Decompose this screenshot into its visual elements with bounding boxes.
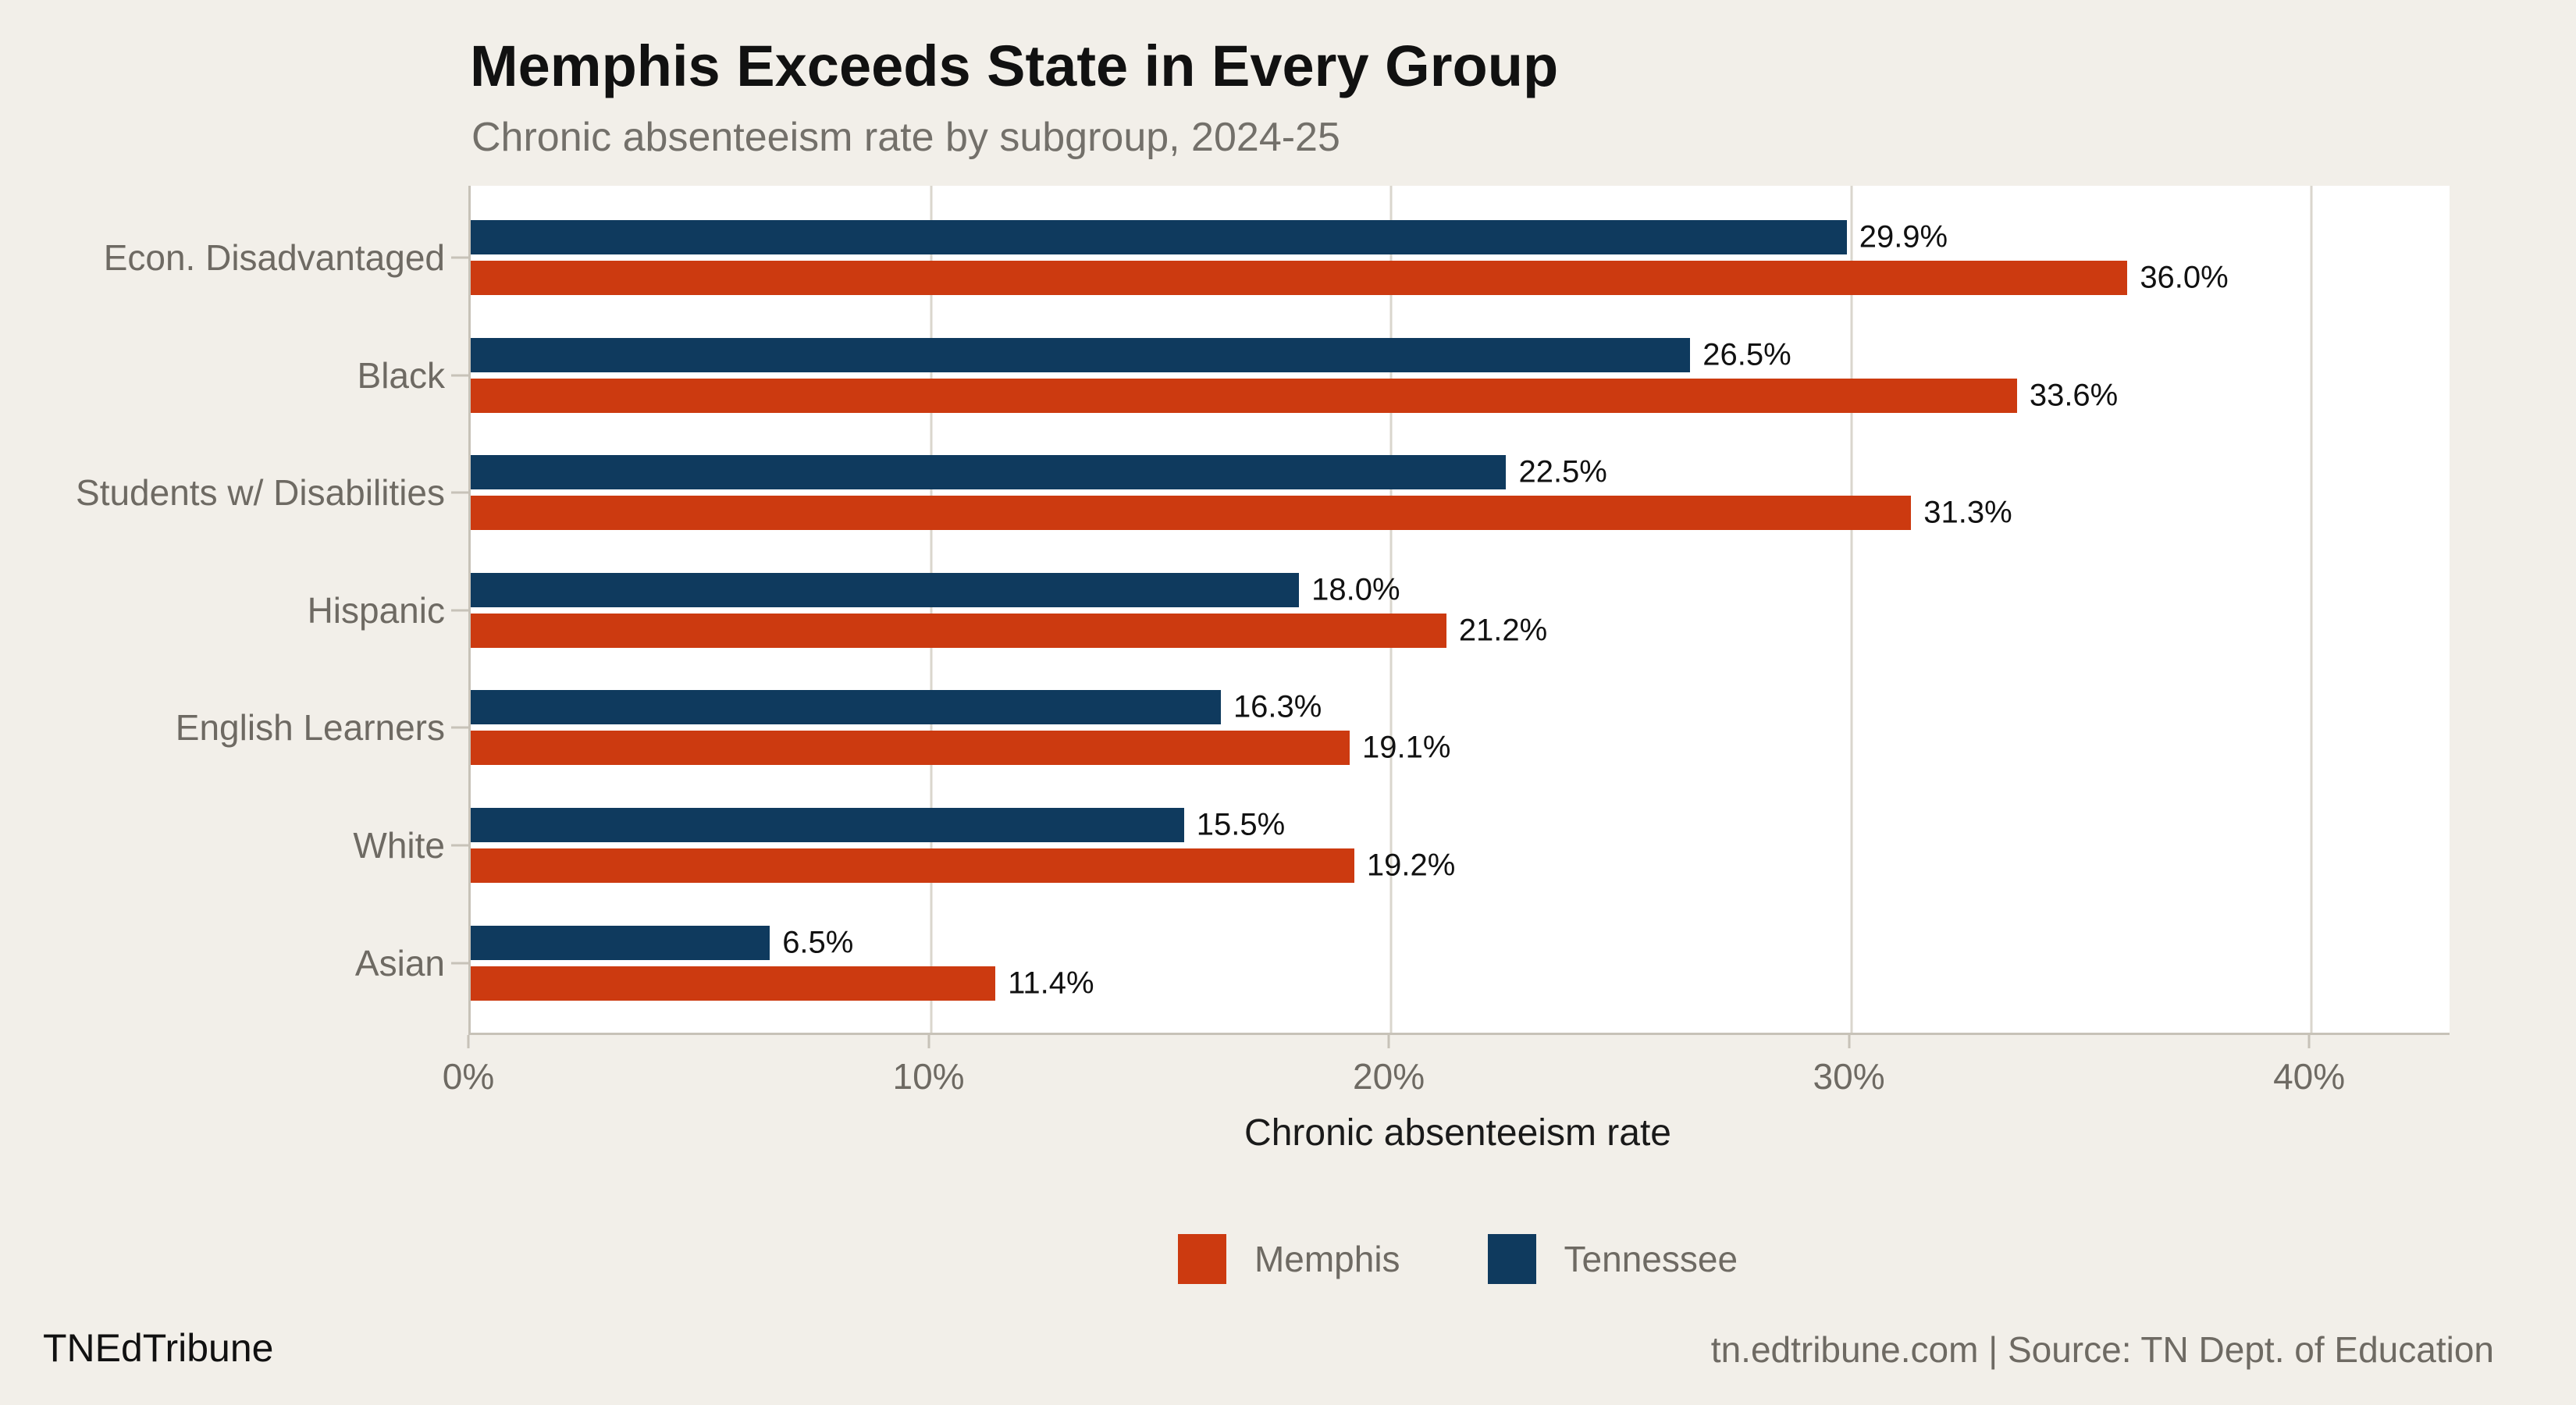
x-axis-tick-label: 30% [1813,1056,1885,1097]
legend-item-memphis: Memphis [1177,1234,1400,1284]
x-axis-tick-label: 0% [442,1056,495,1097]
bar-group: 6.5% 11.4% [471,925,2450,1001]
bar-value-label: 6.5% [782,925,854,960]
memphis-bar-row: 31.3% [471,495,2450,531]
legend-label-tennessee: Tennessee [1564,1239,1738,1279]
memphis-bar-row: 36.0% [471,261,2450,295]
x-axis-tick-label: 20% [1353,1056,1425,1097]
legend-item-tennessee: Tennessee [1487,1234,1738,1284]
memphis-bar-row: 19.1% [471,730,2450,766]
x-axis-tick [1848,1035,1851,1048]
bar-group: 26.5% 33.6% [471,337,2450,413]
x-axis-title: Chronic absenteeism rate [1244,1112,1671,1154]
tennessee-bar [471,337,1691,372]
x-axis-tick [927,1035,930,1048]
tennessee-bar [471,690,1221,725]
bar-value-label: 33.6% [2029,378,2119,413]
bar-value-label: 16.3% [1233,689,1322,724]
bar-value-label: 36.0% [2140,260,2229,295]
category-label: Hispanic [307,589,445,631]
memphis-bar-row: 11.4% [471,966,2450,1001]
bar-value-label: 29.9% [1859,219,1948,254]
bar-value-label: 19.2% [1366,848,1456,883]
tennessee-bar [471,455,1507,490]
y-axis-labels: Econ. Disadvantaged Black Students w/ Disa… [0,186,445,1033]
footer-brand: TNEdTribune [43,1326,274,1370]
tennessee-bar-row: 26.5% [471,337,2450,372]
memphis-bar [471,261,2128,295]
bar-value-label: 26.5% [1703,337,1791,372]
gridline-10 [930,186,933,1033]
category-label: Students w/ Disabilities [76,472,445,514]
bar-group: 15.5% 19.2% [471,808,2450,883]
tennessee-bar-row: 6.5% [471,925,2450,960]
bar-value-label: 15.5% [1196,807,1286,842]
bar-group: 29.9% 36.0% [471,220,2450,295]
page-subtitle: Chronic absenteeism rate by subgroup, 20… [471,115,1340,160]
memphis-bar-row: 33.6% [471,378,2450,413]
tennessee-bar [471,808,1184,842]
category-label: Asian [354,942,445,984]
page-title: Memphis Exceeds State in Every Group [470,34,1559,98]
bar-value-label: 11.4% [1008,966,1094,1001]
memphis-bar-row: 21.2% [471,613,2450,648]
gridline-40 [2310,186,2313,1033]
tennessee-bar-row: 29.9% [471,220,2450,254]
bar-value-label: 21.2% [1458,613,1548,648]
memphis-bar [471,496,1912,531]
category-label: English Learners [175,707,445,749]
tennessee-bar-row: 15.5% [471,808,2450,842]
category-tick [451,726,468,729]
category-tick [451,256,468,259]
category-tick [451,491,468,494]
x-axis-tick-label: 40% [2273,1056,2346,1097]
x-axis-tick [467,1035,470,1048]
bar-value-label: 22.5% [1518,454,1607,489]
category-tick [451,609,468,612]
footer-source: tn.edtribune.com | Source: TN Dept. of E… [1710,1329,2494,1370]
legend: Memphis Tennessee [468,1232,2447,1286]
chart-plot-area: 29.9% 36.0% 26.5% 33.6% 22.5% 31.3% 18.0% 21.2%… [451,186,2450,1035]
category-tick [451,844,468,847]
tennessee-bar [471,925,770,960]
memphis-bar [471,966,996,1001]
category-tick [451,374,468,377]
legend-swatch-tennessee [1487,1234,1536,1284]
category-label: Econ. Disadvantaged [103,237,445,278]
memphis-bar-row: 19.2% [471,848,2450,883]
category-label: Black [357,354,445,396]
bar-value-label: 18.0% [1311,572,1400,607]
bar-group: 22.5% 31.3% [471,454,2450,531]
category-tick [451,962,468,965]
x-axis: 0% 10% 20% 30% 40% [443,1035,2447,1191]
x-axis-tick-label: 10% [892,1056,965,1097]
legend-swatch-memphis [1177,1234,1226,1284]
tennessee-bar-row: 18.0% [471,572,2450,607]
bar-group: 18.0% 21.2% [471,572,2450,648]
legend-label-memphis: Memphis [1254,1239,1400,1279]
tennessee-bar [471,220,1847,254]
memphis-bar [471,731,1350,766]
gridline-20 [1389,186,1393,1033]
memphis-bar [471,378,2017,413]
tennessee-bar [471,572,1300,607]
tennessee-bar-row: 16.3% [471,689,2450,725]
category-label: White [353,825,445,866]
memphis-bar [471,848,1354,883]
bar-group: 16.3% 19.1% [471,689,2450,766]
x-axis-tick [1387,1035,1390,1048]
tennessee-bar-row: 22.5% [471,454,2450,490]
memphis-bar [471,613,1446,648]
gridline-30 [1850,186,1853,1033]
bar-value-label: 31.3% [1923,495,2012,530]
bar-value-label: 19.1% [1362,730,1451,765]
x-axis-tick [2307,1035,2311,1048]
